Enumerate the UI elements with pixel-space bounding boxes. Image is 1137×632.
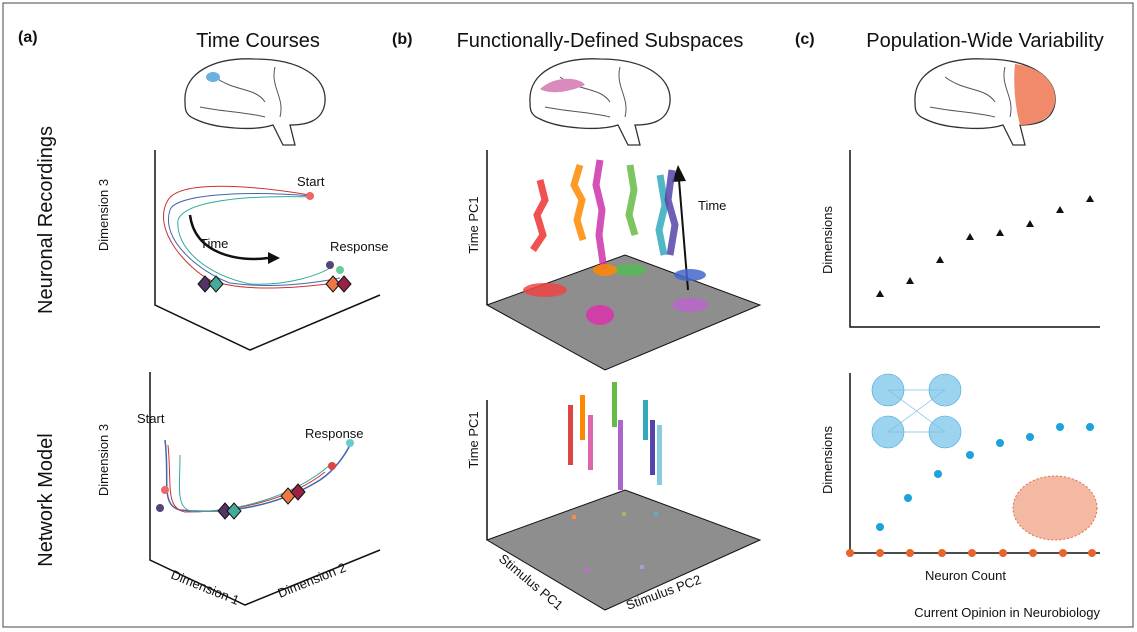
panel-b-bottom: Time PC1 Stimulus PC1 Stimulus PC2 xyxy=(466,382,760,613)
panel-b-top: Time PC1 Time xyxy=(466,150,760,370)
panel-a-top: Dimension 3 Start Time Response xyxy=(96,150,389,350)
panel-label: (a) xyxy=(18,29,38,46)
annotation: Response xyxy=(305,426,364,441)
row-label: Network Model xyxy=(35,433,57,566)
row-label: Neuronal Recordings xyxy=(35,126,57,314)
axis-label: Dimensions xyxy=(820,426,835,494)
axis-label: Time PC1 xyxy=(466,411,481,468)
axis-label: Dimension 2 xyxy=(276,560,349,601)
figure: (a) (b) (c) Time Courses Functionally-De… xyxy=(0,0,1137,632)
annotation: Response xyxy=(330,239,389,254)
axis-label: Neuron Count xyxy=(925,568,1006,583)
axis-label: Dimension 1 xyxy=(169,567,242,608)
panel-title: Population-Wide Variability xyxy=(866,30,1104,52)
annotation: Start xyxy=(137,411,165,426)
panel-label: (c) xyxy=(795,31,815,48)
panel-label: (b) xyxy=(392,31,412,48)
panel-title: Functionally-Defined Subspaces xyxy=(457,30,744,52)
panel-title: Time Courses xyxy=(196,30,320,52)
panel-a-bottom: Dimension 3 Dimension 1 Dimension 2 Star… xyxy=(96,372,380,608)
axis-label: Dimension 3 xyxy=(96,179,111,251)
annotation: Start xyxy=(297,174,325,189)
axis-label: Dimensions xyxy=(820,206,835,274)
brain-icons xyxy=(185,59,1055,145)
panel-c-bottom: Dimensions Neuron Count xyxy=(820,373,1100,583)
axis-label: Time PC1 xyxy=(466,196,481,253)
footer: Current Opinion in Neurobiology xyxy=(914,605,1100,620)
panel-c-top: Dimensions xyxy=(820,150,1100,327)
axis-label: Dimension 3 xyxy=(96,424,111,496)
annotation: Time xyxy=(698,198,726,213)
